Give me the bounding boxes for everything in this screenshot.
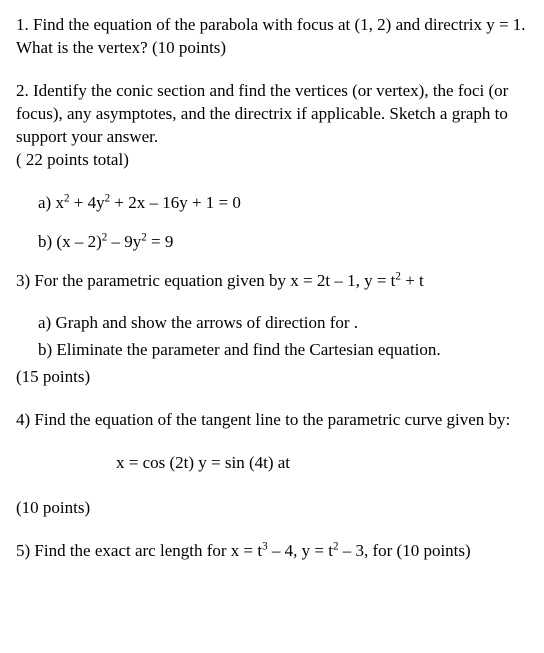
question-2b: b) (x – 2)2 – 9y2 = 9 bbox=[16, 231, 528, 254]
question-4-points: (10 points) bbox=[16, 497, 528, 520]
question-1: 1. Find the equation of the parabola wit… bbox=[16, 14, 528, 60]
question-3a: a) Graph and show the arrows of directio… bbox=[16, 312, 528, 335]
question-4: 4) Find the equation of the tangent line… bbox=[16, 409, 528, 432]
question-4-equation: x = cos (2t) y = sin (4t) at bbox=[16, 452, 528, 475]
question-5: 5) Find the exact arc length for x = t3 … bbox=[16, 540, 528, 563]
question-3: 3) For the parametric equation given by … bbox=[16, 270, 528, 293]
question-3b: b) Eliminate the parameter and find the … bbox=[16, 339, 528, 362]
question-2-points: ( 22 points total) bbox=[16, 150, 129, 169]
question-2a: a) x2 + 4y2 + 2x – 16y + 1 = 0 bbox=[16, 192, 528, 215]
question-3-points: (15 points) bbox=[16, 366, 528, 389]
question-2: 2. Identify the conic section and find t… bbox=[16, 80, 528, 172]
question-2-text: 2. Identify the conic section and find t… bbox=[16, 81, 508, 146]
